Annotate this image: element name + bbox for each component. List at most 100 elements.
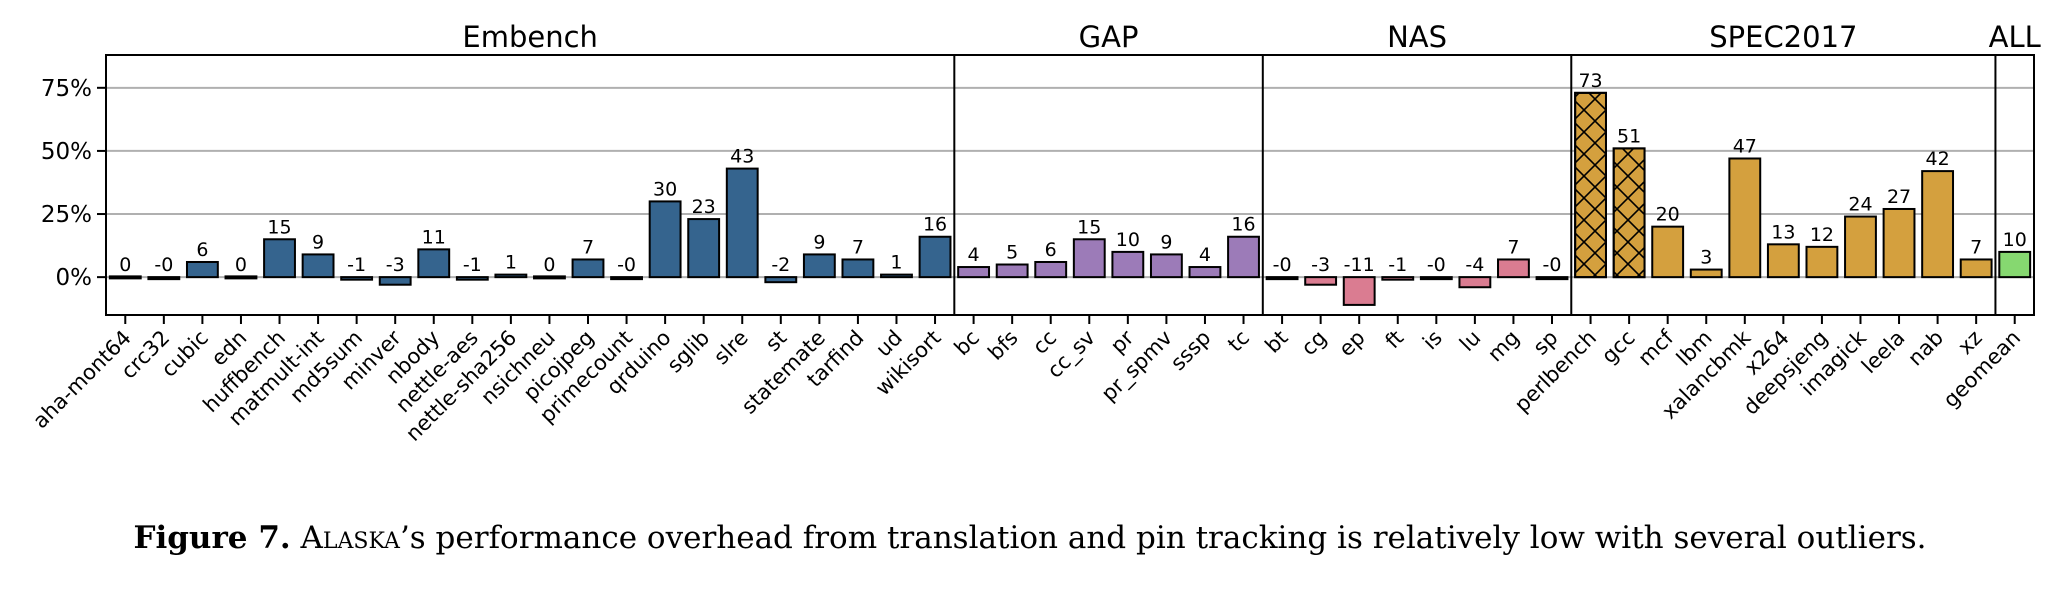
bar-slre <box>725 167 759 279</box>
x-tick-label: sssp <box>1166 326 1216 376</box>
bar-ft <box>1381 276 1415 281</box>
bar-primecount <box>610 276 643 281</box>
data-label: 42 <box>1926 148 1950 170</box>
bar-md5sum <box>340 276 374 281</box>
y-tick-label: 50% <box>41 139 92 165</box>
caption-text: ’s performance overhead from translation… <box>399 520 1927 556</box>
data-label: 4 <box>968 244 980 266</box>
data-label: 7 <box>582 236 594 258</box>
figure-caption: Figure 7. Alaska’s performance overhead … <box>0 520 2060 556</box>
group-title: Embench <box>462 20 598 54</box>
bar-hatch <box>1612 147 1646 279</box>
x-tick-label: nab <box>1903 326 1948 371</box>
bar-geomean <box>1998 250 2032 279</box>
bar-tarfind <box>841 258 875 279</box>
data-label: 16 <box>1231 214 1255 236</box>
data-label: 47 <box>1733 135 1757 157</box>
bar-cc <box>1034 260 1068 279</box>
bar-cc_sv <box>1072 238 1106 279</box>
bar-mcf <box>1651 225 1685 279</box>
data-label: -0 <box>1427 254 1446 276</box>
data-label: 7 <box>1507 236 1519 258</box>
x-tick-label: sglib <box>662 326 714 378</box>
data-label: 73 <box>1578 70 1602 92</box>
data-label: 13 <box>1771 221 1795 243</box>
data-label: -0 <box>1273 254 1292 276</box>
bar-nsichneu <box>533 275 566 280</box>
x-tick-label: cg <box>1297 326 1332 361</box>
bar-pr <box>1111 250 1145 279</box>
bar-qrduino <box>648 200 682 279</box>
bar-nettle-sha256 <box>494 273 528 279</box>
bar-nbody <box>417 248 451 279</box>
bar-leela <box>1882 207 1916 279</box>
data-label: -0 <box>1543 254 1562 276</box>
bar-x264 <box>1766 243 1800 279</box>
bar-aha-mont64 <box>108 275 142 280</box>
data-label: 7 <box>852 236 864 258</box>
bar-crc32 <box>147 276 181 281</box>
bar-xz <box>1959 258 1993 279</box>
bar-bfs <box>995 263 1029 279</box>
bar-lu <box>1458 276 1492 289</box>
bar-imagick <box>1844 215 1877 279</box>
plot-frame <box>105 54 2035 316</box>
data-label: 15 <box>1077 216 1101 238</box>
data-label: -0 <box>154 254 173 276</box>
data-label: 4 <box>1199 244 1211 266</box>
data-label: 10 <box>2003 229 2027 251</box>
bar-picojpeg <box>571 258 605 279</box>
x-tick-label: leela <box>1857 326 1910 379</box>
x-tick-label: bfs <box>983 326 1022 365</box>
data-label: 1 <box>505 252 517 274</box>
bar-sssp <box>1188 266 1222 279</box>
data-label: 30 <box>653 178 677 200</box>
data-label: -3 <box>1311 254 1330 276</box>
data-label: 24 <box>1848 194 1872 216</box>
figure-label: Figure 7. <box>133 520 291 556</box>
bar-nab <box>1921 170 1955 279</box>
bar-matmult-int <box>301 253 335 279</box>
bar-minver <box>378 276 412 286</box>
data-label: -1 <box>1388 254 1407 276</box>
group-title: SPEC2017 <box>1709 20 1857 54</box>
bar-deepsjeng <box>1805 245 1839 279</box>
data-label: 1 <box>890 252 902 274</box>
bar-ud <box>880 273 913 279</box>
data-label: 11 <box>422 226 446 248</box>
group-title: GAP <box>1079 20 1139 54</box>
data-label: 12 <box>1810 224 1834 246</box>
data-label: -0 <box>617 254 636 276</box>
x-tick-label: ft <box>1381 326 1409 354</box>
bar-is <box>1419 276 1453 281</box>
group-separators <box>953 55 1997 315</box>
bar-mg <box>1497 258 1530 279</box>
bar-statemate <box>802 253 836 279</box>
x-tick-label: slre <box>709 326 753 370</box>
x-tick-label: bt <box>1260 326 1292 358</box>
data-label: 51 <box>1617 125 1641 147</box>
data-label: -2 <box>771 254 790 276</box>
y-tick-label: 0% <box>56 265 93 291</box>
bar-ep <box>1342 276 1376 306</box>
data-label: 6 <box>196 239 208 261</box>
bar-wikisort <box>918 235 952 279</box>
data-label: 16 <box>923 214 947 236</box>
bar-lbm <box>1689 268 1723 279</box>
data-label: 9 <box>1160 231 1172 253</box>
data-label: -1 <box>463 254 482 276</box>
x-tick-label: tc <box>1223 326 1254 357</box>
data-label: 0 <box>119 254 131 276</box>
x-tick-labels: aha-mont64crc32cubicednhuffbenchmatmult-… <box>28 315 2025 446</box>
system-name: Alaska <box>300 520 400 556</box>
bar-pr_spmv <box>1149 253 1183 279</box>
data-label: 10 <box>1116 229 1140 251</box>
data-label: 6 <box>1045 239 1057 261</box>
x-tick-label: is <box>1418 326 1447 355</box>
x-tick-label: aha-mont64 <box>28 326 136 434</box>
data-label: 3 <box>1700 247 1712 269</box>
x-tick-label: lu <box>1455 326 1486 357</box>
x-tick-label: mg <box>1483 326 1524 367</box>
